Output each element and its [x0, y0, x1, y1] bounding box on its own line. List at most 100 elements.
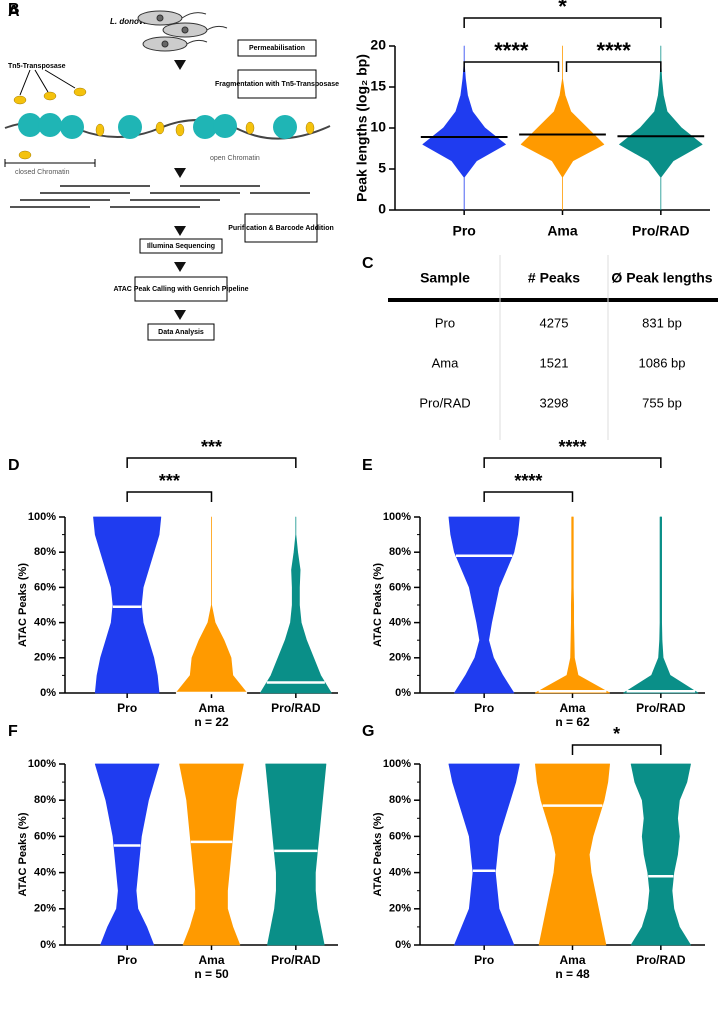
- nucleosome: [38, 113, 62, 137]
- x-tick-label: Pro: [117, 701, 137, 715]
- violin: [448, 763, 520, 946]
- step-box: [147, 323, 215, 341]
- y-tick-label: 20: [370, 37, 386, 53]
- n-label: n = 62: [555, 715, 590, 729]
- arrow: [174, 168, 186, 178]
- y-tick-label: 100%: [383, 511, 411, 523]
- arrow: [174, 226, 186, 236]
- x-tick-label: Pro/RAD: [636, 953, 686, 967]
- violin: [535, 516, 610, 694]
- nucleosome: [193, 115, 217, 139]
- read: [10, 185, 310, 208]
- organism-label: L. donovani: [110, 17, 156, 26]
- table-cell: 1521: [540, 355, 569, 370]
- y-tick-label: 20%: [389, 652, 411, 664]
- violin: [520, 45, 605, 211]
- transposase: [305, 121, 315, 135]
- bracket: [4, 159, 96, 167]
- open-label: open Chromatin: [210, 155, 260, 162]
- significance-bracket: [483, 491, 574, 502]
- table-cell: 4275: [540, 315, 569, 330]
- n-label: n = 48: [555, 967, 590, 981]
- significance-label: *: [613, 724, 620, 744]
- x-tick-label: Pro/RAD: [271, 953, 321, 967]
- step-box: [139, 238, 223, 254]
- step-box: [134, 276, 228, 302]
- violin: [448, 516, 520, 694]
- transposase: [18, 150, 32, 160]
- nucleosome: [60, 115, 84, 139]
- significance-bracket: [565, 61, 662, 72]
- y-tick-label: 100%: [28, 758, 56, 770]
- panel-a: A L. donovani Permeabilisation Fragmenta…: [4, 3, 339, 341]
- violin: [535, 763, 610, 946]
- significance-label: ****: [514, 471, 542, 491]
- x-tick-label: Pro/RAD: [632, 223, 690, 239]
- y-tick-label: 80%: [34, 794, 56, 806]
- violin: [175, 516, 248, 694]
- table-cell: 831 bp: [642, 315, 682, 330]
- y-tick-label: 40%: [389, 617, 411, 629]
- violin: [179, 763, 244, 946]
- significance-bracket: [463, 17, 662, 28]
- n-label: n = 22: [194, 715, 229, 729]
- arrow: [174, 310, 186, 320]
- nucleosomes: [18, 113, 297, 139]
- arrow: [174, 60, 186, 70]
- arrow: [174, 262, 186, 272]
- panel-letter: D: [8, 457, 20, 474]
- y-tick-label: 80%: [389, 546, 411, 558]
- column-header: # Peaks: [528, 270, 580, 286]
- significance-bracket: [126, 457, 297, 468]
- y-axis-label: ATAC Peaks (%): [372, 563, 384, 647]
- nucleosome: [273, 115, 297, 139]
- step-label: Illumina Sequencing: [147, 243, 215, 250]
- transposase-label: Tn5-Transposase: [8, 63, 66, 70]
- y-tick-label: 20%: [34, 903, 56, 915]
- y-tick-label: 0%: [395, 939, 411, 951]
- y-tick-label: 40%: [34, 867, 56, 879]
- x-tick-label: Pro: [117, 953, 137, 967]
- panel-letter: A: [8, 3, 20, 20]
- panel-letter: G: [362, 723, 374, 740]
- chart: D 0% 20% 40% 60% 80% 100% ATAC Peaks (%) Pro Ama P…: [8, 437, 338, 729]
- y-tick-label: 15: [370, 78, 386, 94]
- nucleus: [156, 14, 164, 22]
- pointer: [19, 69, 76, 96]
- transposase: [95, 123, 105, 137]
- significance-label: *: [558, 0, 567, 19]
- x-tick-label: Pro: [452, 223, 475, 239]
- significance-label: ***: [201, 437, 222, 457]
- table-cell: Ama: [432, 355, 460, 370]
- x-tick-label: Pro/RAD: [271, 701, 321, 715]
- parasites: [137, 10, 228, 52]
- y-tick-label: 20%: [389, 903, 411, 915]
- y-tick-label: 0%: [395, 687, 411, 699]
- nucleus: [161, 40, 169, 48]
- column-header: Sample: [420, 270, 470, 286]
- transposase: [13, 95, 27, 105]
- table-cell: Pro/RAD: [419, 395, 470, 410]
- step-box: [237, 69, 317, 99]
- violin: [623, 516, 699, 694]
- y-axis-label: ATAC Peaks (%): [372, 812, 384, 896]
- significance-bracket: [571, 744, 662, 755]
- y-tick-label: 40%: [389, 867, 411, 879]
- violin: [619, 45, 703, 211]
- significance-label: ***: [159, 471, 180, 491]
- panel-letter: B: [8, 1, 20, 18]
- y-tick-label: 60%: [34, 830, 56, 842]
- transposase: [245, 121, 255, 135]
- table-cell: 755 bp: [642, 395, 682, 410]
- table-cell: 1086 bp: [639, 355, 686, 370]
- chart: F 0% 20% 40% 60% 80% 100% ATAC Peaks (%) Pro Ama P…: [8, 723, 338, 981]
- panel-letter: F: [8, 723, 18, 740]
- violin: [630, 763, 691, 946]
- violin: [93, 516, 162, 694]
- violin: [260, 516, 332, 694]
- y-tick-label: 60%: [389, 581, 411, 593]
- violin: [94, 763, 160, 946]
- y-tick-label: 0%: [40, 687, 56, 699]
- significance-bracket: [483, 457, 662, 468]
